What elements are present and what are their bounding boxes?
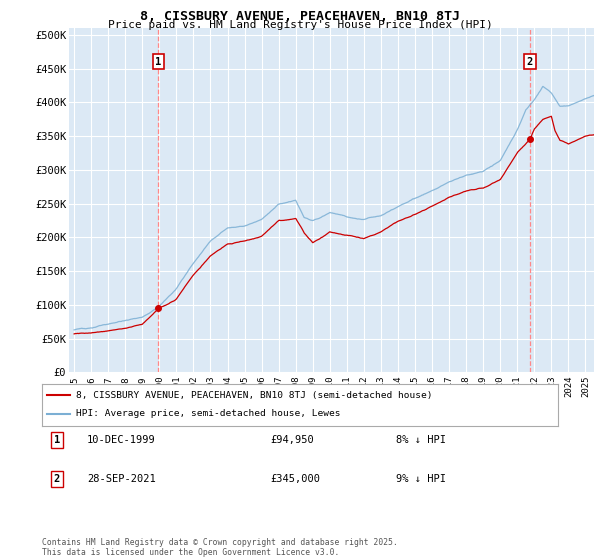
Text: Contains HM Land Registry data © Crown copyright and database right 2025.
This d: Contains HM Land Registry data © Crown c… (42, 538, 398, 557)
Text: 2: 2 (54, 474, 60, 484)
Text: Price paid vs. HM Land Registry's House Price Index (HPI): Price paid vs. HM Land Registry's House … (107, 20, 493, 30)
Text: 1: 1 (54, 435, 60, 445)
Text: £345,000: £345,000 (270, 474, 320, 484)
Text: 8, CISSBURY AVENUE, PEACEHAVEN, BN10 8TJ: 8, CISSBURY AVENUE, PEACEHAVEN, BN10 8TJ (140, 10, 460, 22)
Text: 1: 1 (155, 57, 161, 67)
Text: HPI: Average price, semi-detached house, Lewes: HPI: Average price, semi-detached house,… (76, 409, 340, 418)
Text: 8% ↓ HPI: 8% ↓ HPI (396, 435, 446, 445)
Text: 8, CISSBURY AVENUE, PEACEHAVEN, BN10 8TJ (semi-detached house): 8, CISSBURY AVENUE, PEACEHAVEN, BN10 8TJ… (76, 391, 432, 400)
Text: 10-DEC-1999: 10-DEC-1999 (87, 435, 156, 445)
Text: £94,950: £94,950 (270, 435, 314, 445)
Text: 9% ↓ HPI: 9% ↓ HPI (396, 474, 446, 484)
Text: 28-SEP-2021: 28-SEP-2021 (87, 474, 156, 484)
Text: 2: 2 (527, 57, 533, 67)
